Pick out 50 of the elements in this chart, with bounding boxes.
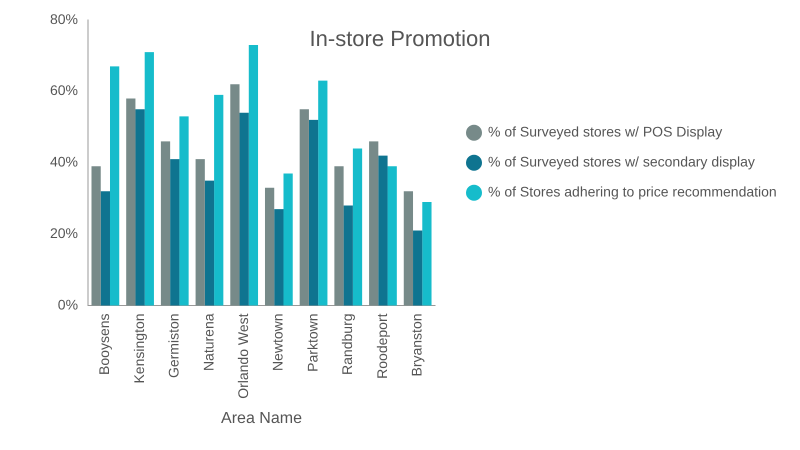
bar: [214, 94, 224, 306]
bar: [240, 112, 249, 306]
bar: [334, 166, 344, 306]
x-tick-label: Orlando West: [235, 313, 252, 399]
legend-label: % of Surveyed stores w/ secondary display: [488, 154, 755, 170]
bar: [283, 173, 293, 306]
bar: [248, 44, 258, 306]
bar: [204, 180, 214, 306]
bar: [344, 206, 353, 306]
y-tick-label: 60%: [50, 82, 78, 98]
bar: [264, 188, 274, 306]
bar: [404, 191, 414, 306]
bar: [110, 66, 120, 306]
x-tick-label: Roodeport: [374, 313, 390, 379]
x-tick-label: Booysens: [96, 313, 112, 375]
bar: [160, 141, 170, 306]
bar: [126, 98, 136, 306]
x-tick-label: Parktown: [304, 313, 320, 372]
bar: [388, 166, 397, 306]
bar: [352, 148, 362, 306]
x-tick-label: Kensington: [130, 313, 147, 384]
bar: [196, 159, 205, 306]
x-axis-title: Area Name: [221, 410, 302, 427]
bar: [170, 159, 180, 306]
y-tick-label: 0%: [58, 296, 78, 312]
bar: [300, 109, 309, 306]
bar: [378, 156, 388, 306]
y-tick-label: 40%: [50, 154, 78, 170]
bar: [308, 120, 318, 306]
bar: [422, 202, 432, 306]
bar: [100, 191, 110, 306]
bar: [369, 141, 378, 306]
bar: [135, 109, 145, 306]
bar: [91, 166, 101, 306]
x-tick-label: Naturena: [200, 313, 216, 372]
y-tick-label: 80%: [50, 10, 78, 27]
x-tick-label: Germiston: [166, 313, 182, 378]
bar: [179, 116, 189, 306]
chart-title: In-store Promotion: [310, 26, 490, 52]
y-tick-label: 20%: [50, 224, 78, 241]
legend-label: % of Surveyed stores w/ POS Display: [488, 124, 722, 140]
bar: [274, 209, 284, 306]
legend-label: % of Stores adhering to price recommendation: [488, 184, 777, 200]
bar: [230, 84, 240, 306]
x-tick-label: Randburg: [339, 313, 356, 375]
x-tick-label: Newtown: [270, 313, 286, 372]
bar: [413, 230, 422, 306]
bar: [318, 80, 328, 306]
x-tick-label: Bryanston: [408, 313, 425, 377]
bar: [144, 52, 154, 306]
